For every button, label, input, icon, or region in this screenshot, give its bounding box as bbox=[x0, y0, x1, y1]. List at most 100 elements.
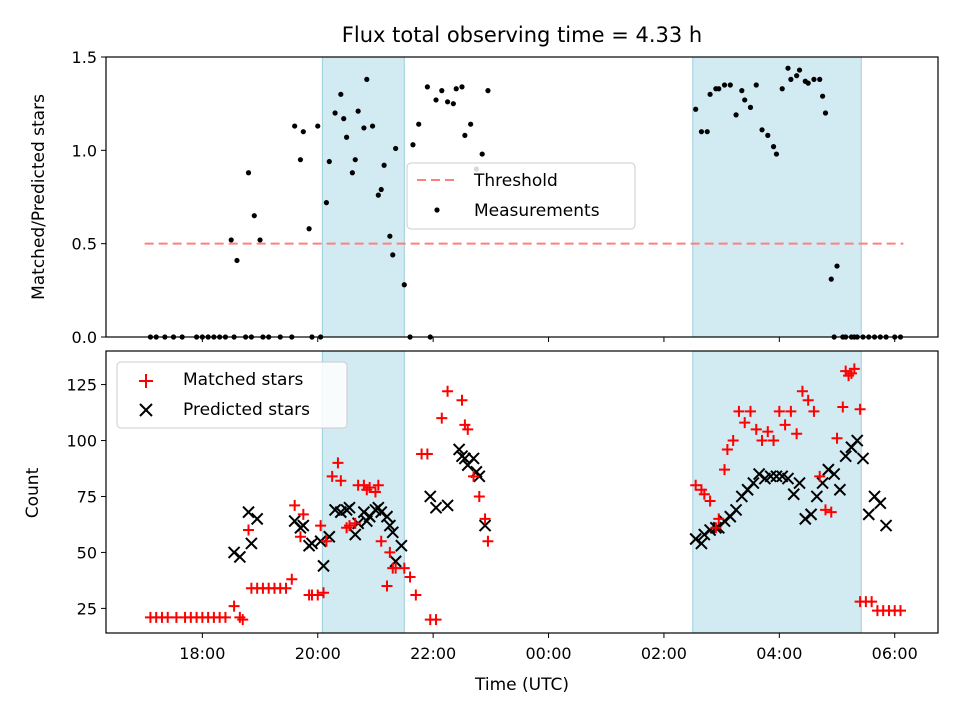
measurement-point bbox=[349, 170, 355, 176]
matched-stars-points bbox=[144, 363, 906, 626]
legend-measurements-swatch bbox=[434, 207, 440, 213]
observing-window-band bbox=[692, 350, 862, 634]
measurement-point bbox=[433, 97, 439, 103]
measurement-point bbox=[292, 123, 298, 129]
measurement-point bbox=[352, 157, 358, 163]
measurement-point bbox=[822, 110, 829, 116]
matched-star-marker bbox=[721, 443, 733, 455]
measurement-point bbox=[773, 151, 780, 157]
matched-star-marker bbox=[289, 499, 301, 511]
measurement-point bbox=[315, 123, 321, 129]
top-y-ticks: 0.0 0.5 1.0 1.5 bbox=[72, 48, 106, 347]
matched-star-marker bbox=[364, 482, 376, 494]
matched-star-marker bbox=[698, 488, 710, 500]
measurement-point bbox=[716, 86, 722, 92]
matched-star-marker bbox=[837, 401, 849, 413]
measurement-point bbox=[410, 142, 416, 148]
predicted-star-marker bbox=[467, 452, 480, 465]
predicted-star-marker bbox=[879, 519, 893, 532]
measurement-point bbox=[779, 86, 785, 92]
measurement-point bbox=[770, 144, 777, 150]
predicted-star-marker bbox=[833, 483, 847, 496]
matched-star-marker bbox=[404, 571, 416, 583]
bottom-x-ticks: 18:00 20:00 22:00 00:00 02:00 04:00 06:00 bbox=[179, 633, 918, 663]
matched-star-marker bbox=[436, 412, 448, 424]
bottom-y-tick-label: 25 bbox=[77, 599, 97, 618]
measurement-point bbox=[707, 91, 713, 97]
matched-star-marker bbox=[750, 423, 762, 435]
predicted-star-marker bbox=[380, 510, 394, 523]
predicted-star-marker bbox=[245, 537, 258, 550]
predicted-star-marker bbox=[787, 488, 800, 501]
predicted-star-marker bbox=[314, 535, 327, 548]
predicted-star-marker bbox=[395, 539, 408, 552]
predicted-star-marker bbox=[441, 499, 454, 512]
matched-star-marker bbox=[482, 535, 494, 547]
predicted-star-marker bbox=[349, 528, 362, 541]
matched-star-marker bbox=[866, 596, 878, 608]
matched-star-marker bbox=[779, 419, 791, 431]
measurement-point bbox=[747, 104, 754, 110]
matched-star-marker bbox=[854, 403, 866, 415]
measurement-point bbox=[416, 121, 422, 127]
measurement-point bbox=[439, 88, 445, 94]
measurement-point bbox=[361, 125, 367, 131]
matched-star-marker bbox=[294, 531, 306, 543]
measurement-point bbox=[834, 263, 840, 269]
predicted-star-marker bbox=[424, 490, 437, 503]
predicted-star-marker bbox=[729, 503, 743, 517]
matched-star-marker bbox=[831, 432, 843, 444]
matched-star-marker bbox=[791, 428, 803, 440]
ratio-panel: Flux total observing time = 4.33 h Match… bbox=[29, 23, 939, 347]
matched-star-marker bbox=[369, 486, 381, 498]
measurement-point bbox=[462, 132, 468, 138]
predicted-star-marker bbox=[233, 550, 247, 564]
measurement-point bbox=[323, 200, 330, 206]
matched-star-marker bbox=[727, 435, 739, 447]
matched-star-marker bbox=[384, 546, 396, 558]
measurement-point bbox=[704, 129, 710, 135]
measurement-point bbox=[375, 192, 381, 198]
measurement-point bbox=[364, 76, 370, 82]
measurement-point bbox=[341, 116, 347, 122]
measurement-point bbox=[228, 237, 234, 243]
top-y-axis-label: Matched/Predicted stars bbox=[29, 94, 49, 300]
matched-star-marker bbox=[280, 582, 292, 594]
measurement-point bbox=[765, 132, 771, 138]
measurement-point bbox=[753, 82, 759, 88]
predicted-star-marker bbox=[747, 476, 760, 490]
bottom-x-tick-label: 00:00 bbox=[525, 644, 571, 663]
matched-star-marker bbox=[802, 394, 814, 406]
measurement-point bbox=[811, 76, 817, 82]
bottom-x-tick-label: 04:00 bbox=[756, 644, 802, 663]
measurement-point bbox=[468, 121, 474, 127]
matched-star-marker bbox=[785, 405, 797, 417]
predicted-star-marker bbox=[452, 443, 466, 456]
predicted-star-marker bbox=[827, 467, 841, 481]
matched-star-marker bbox=[814, 470, 826, 482]
measurement-point bbox=[693, 106, 699, 112]
top-legend-box bbox=[406, 162, 636, 230]
predicted-star-marker bbox=[856, 452, 870, 465]
matched-star-marker bbox=[719, 464, 731, 476]
legend-predicted-label: Predicted stars bbox=[183, 400, 310, 420]
measurement-point bbox=[257, 237, 263, 243]
bottom-legend: Matched stars Predicted stars bbox=[116, 361, 348, 429]
top-y-tick-label: 1.5 bbox=[72, 48, 97, 67]
observing-window-band bbox=[321, 56, 405, 338]
matched-star-marker bbox=[768, 435, 780, 447]
measurement-point bbox=[355, 108, 361, 114]
matched-star-marker bbox=[756, 435, 768, 447]
predicted-star-marker bbox=[242, 505, 255, 519]
count-panel: Count Time (UTC) 25 50 75 100 125 18:00 20:00… bbox=[23, 350, 939, 695]
measurement-point bbox=[297, 157, 304, 163]
predicted-star-marker bbox=[386, 526, 399, 539]
measurement-point bbox=[721, 82, 728, 88]
matched-star-marker bbox=[312, 589, 324, 601]
measurement-point bbox=[387, 233, 393, 239]
matched-star-marker bbox=[219, 611, 231, 623]
predicted-star-marker bbox=[343, 501, 356, 514]
measurement-point bbox=[393, 145, 399, 152]
predicted-star-marker bbox=[862, 508, 875, 521]
